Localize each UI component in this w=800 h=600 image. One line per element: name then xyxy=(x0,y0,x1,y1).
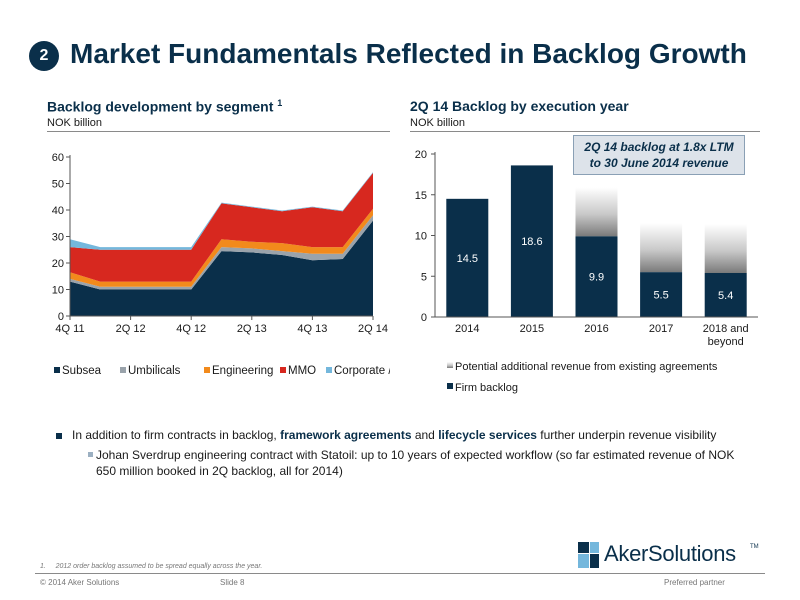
bar-potential-4 xyxy=(704,224,747,273)
area-series-subsea xyxy=(70,220,373,316)
y-tick-label: 5 xyxy=(421,271,427,283)
x-tick-label: 2017 xyxy=(649,323,673,335)
right-chart-title: 2Q 14 Backlog by execution year xyxy=(410,98,629,114)
bar-data-label: 14.5 xyxy=(457,253,478,265)
x-tick-label: 4Q 11 xyxy=(55,323,84,335)
legend-label-potential: Potential additional revenue from existi… xyxy=(455,361,718,373)
bullet-1-text-b: and xyxy=(411,428,439,442)
legend-label-subsea: Subsea xyxy=(62,365,102,377)
bar-data-label: 9.9 xyxy=(589,272,604,284)
area-series-mmo xyxy=(70,172,373,282)
legend-label-engineering: Engineering xyxy=(212,365,273,377)
y-tick-label: 10 xyxy=(415,231,427,243)
y-tick-label: 50 xyxy=(52,179,64,191)
left-chart-unit: NOK billion xyxy=(47,117,103,129)
footer-tagline: Preferred partner xyxy=(664,578,725,587)
sub-bullet-johan-sverdrup: Johan Sverdrup engineering contract with… xyxy=(88,447,756,479)
legend-swatch-potential xyxy=(447,362,453,368)
x-tick-label: 4Q 12 xyxy=(176,323,206,335)
legend-label-corporate-other: Corporate / other xyxy=(334,365,390,377)
bullet-1-highlight-lifecycle: lifecycle services xyxy=(438,428,537,442)
backlog-annotation-box: 2Q 14 backlog at 1.8x LTM to 30 June 201… xyxy=(573,135,745,175)
x-tick-label: 2Q 14 xyxy=(358,323,388,335)
legend-swatch-engineering xyxy=(204,367,210,373)
logo-square-top-right xyxy=(590,542,599,553)
footer-slide-number: Slide 8 xyxy=(220,578,245,587)
annotation-line-2: to 30 June 2014 revenue xyxy=(589,156,729,170)
bar-firm-1 xyxy=(510,165,553,317)
bar-potential-3 xyxy=(640,223,683,273)
aker-solutions-logo xyxy=(578,542,599,568)
bar-data-label: 5.5 xyxy=(653,290,668,302)
footnote-text: 2012 order backlog assumed to be spread … xyxy=(55,563,263,570)
legend-label-firm: Firm backlog xyxy=(455,382,518,394)
y-tick-label: 20 xyxy=(415,149,427,161)
legend-swatch-umbilicals xyxy=(120,367,126,373)
logo-trademark: TM xyxy=(750,544,759,550)
footnote: 1. 2012 order backlog assumed to be spre… xyxy=(40,563,262,570)
bar-firm-2 xyxy=(575,236,618,317)
section-number-badge: 2 xyxy=(29,41,59,71)
bar-firm-0 xyxy=(446,198,489,317)
legend-label-umbilicals: Umbilicals xyxy=(128,365,181,377)
legend-swatch-firm xyxy=(447,383,453,389)
bullet-1-highlight-framework: framework agreements xyxy=(280,428,412,442)
y-tick-label: 60 xyxy=(52,152,64,164)
bar-firm-3 xyxy=(640,272,683,317)
bullet-1-text-c: further underpin revenue visibility xyxy=(536,428,717,442)
bullet-framework-agreements: In addition to firm contracts in backlog… xyxy=(56,428,716,442)
logo-square-bottom-right xyxy=(590,554,599,568)
footnote-number: 1. xyxy=(40,563,46,570)
x-tick-label: 2018 and xyxy=(703,323,749,335)
bullet-1-text-a: In addition to firm contracts in backlog… xyxy=(72,428,281,442)
logo-wordmark: AkerSolutions xyxy=(604,541,736,566)
legend-swatch-mmo xyxy=(280,367,286,373)
logo-square-top-left xyxy=(578,542,589,553)
y-tick-label: 0 xyxy=(58,311,64,323)
legend-label-mmo: MMO xyxy=(288,365,316,377)
footer-divider xyxy=(35,573,765,574)
x-tick-label: 2016 xyxy=(584,323,608,335)
y-tick-label: 40 xyxy=(52,205,64,217)
y-tick-label: 15 xyxy=(415,190,427,202)
x-tick-label: beyond xyxy=(708,336,744,348)
y-tick-label: 20 xyxy=(52,258,64,270)
sub-bullet-square-icon xyxy=(88,452,93,457)
legend-swatch-corporate-other xyxy=(326,367,332,373)
x-tick-label: 2Q 12 xyxy=(116,323,146,335)
left-chart-title-text: Backlog development by segment xyxy=(47,98,274,115)
x-tick-label: 4Q 13 xyxy=(297,323,327,335)
left-chart-divider xyxy=(47,131,390,132)
annotation-line-1: 2Q 14 backlog at 1.8x LTM xyxy=(584,140,734,154)
bullet-square-icon xyxy=(56,432,62,439)
x-tick-label: 2Q 13 xyxy=(237,323,267,335)
bar-firm-4 xyxy=(704,272,747,317)
bar-data-label: 5.4 xyxy=(718,290,733,302)
right-chart-unit: NOK billion xyxy=(410,117,466,129)
area-series-engineering xyxy=(70,208,373,287)
logo-square-bottom-left xyxy=(578,554,589,568)
right-chart-divider xyxy=(410,131,760,132)
page-title: Market Fundamentals Reflected in Backlog… xyxy=(70,38,747,69)
footer-copyright: © 2014 Aker Solutions xyxy=(40,578,120,587)
sub-bullet-text: Johan Sverdrup engineering contract with… xyxy=(96,448,735,478)
y-tick-label: 0 xyxy=(421,312,427,324)
left-chart-title-footnote-marker: 1 xyxy=(277,98,283,108)
y-tick-label: 10 xyxy=(52,285,64,297)
x-tick-label: 2014 xyxy=(455,323,479,335)
x-tick-label: 2015 xyxy=(520,323,544,335)
bar-data-label: 18.6 xyxy=(521,236,542,248)
y-tick-label: 30 xyxy=(52,232,64,244)
bar-potential-2 xyxy=(575,187,618,237)
backlog-by-segment-chart: 0 10 20 30 40 50 60 4Q 11 2Q 12 4Q 12 2Q 13 4Q 13 2Q… xyxy=(52,152,390,377)
left-chart-title: Backlog development by segment 1 xyxy=(47,98,282,115)
legend-swatch-subsea xyxy=(54,367,60,373)
